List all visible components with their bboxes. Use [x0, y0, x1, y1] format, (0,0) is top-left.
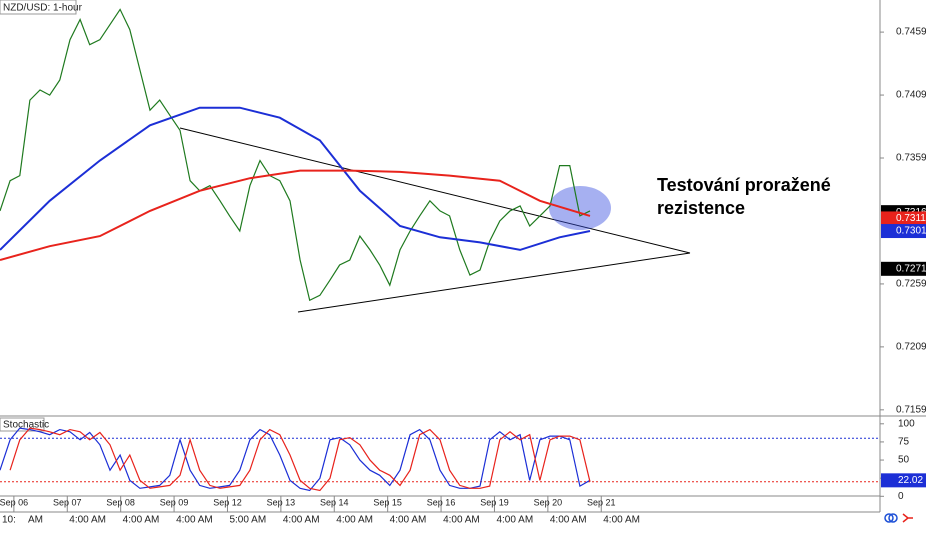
icon[interactable] — [902, 513, 913, 523]
icon[interactable] — [888, 513, 898, 523]
time-label: 4:00 AM — [603, 515, 640, 526]
highlight-circle — [549, 186, 611, 230]
y-tick-label: 0.7259 — [896, 279, 926, 290]
y-tick-label: 0.7209 — [896, 342, 926, 353]
icon[interactable] — [884, 513, 894, 523]
time-label: 4:00 AM — [496, 515, 533, 526]
x-tick-label: Sep 06 — [0, 497, 28, 507]
price-marker-label: 0.7301 — [896, 226, 926, 237]
x-tick-label: Sep 21 — [587, 497, 616, 507]
last-value-label: 22.02 — [898, 475, 923, 486]
x-tick-label: Sep 12 — [213, 497, 242, 507]
x-tick-label: Sep 19 — [480, 497, 509, 507]
time-label: 4:00 AM — [283, 515, 320, 526]
series-line — [0, 106, 591, 251]
time-label: 4:00 AM — [550, 515, 587, 526]
time-label: AM — [28, 515, 43, 526]
x-tick-label: Sep 16 — [427, 497, 456, 507]
x-tick-label: Sep 15 — [373, 497, 402, 507]
x-tick-label: Sep 07 — [53, 497, 82, 507]
series-line — [0, 427, 591, 492]
y-tick-label: 75 — [898, 437, 910, 448]
y-tick-label: 0 — [898, 491, 904, 502]
y-tick-label: 50 — [898, 455, 910, 466]
time-label: 4:00 AM — [123, 515, 160, 526]
price-marker — [881, 211, 926, 226]
time-label: 10: — [2, 515, 16, 526]
time-label: 4:00 AM — [443, 515, 480, 526]
time-label: 4:00 AM — [390, 515, 427, 526]
price-marker — [881, 224, 926, 239]
annotation: rezistence — [657, 198, 745, 218]
x-tick-label: Sep 20 — [534, 497, 563, 507]
series-line — [0, 169, 591, 261]
y-tick-label: 0.7359 — [896, 153, 926, 164]
time-label: 4:00 AM — [69, 515, 106, 526]
x-tick-label: Sep 08 — [106, 497, 135, 507]
series-line — [9, 427, 591, 492]
title-box — [0, 0, 77, 15]
trendline-upper — [179, 127, 691, 254]
price-marker-label: 0.7271 — [896, 263, 926, 274]
y-tick-label: 0.7409 — [896, 90, 926, 101]
trendline-lower — [297, 252, 691, 313]
x-tick-label: Sep 09 — [160, 497, 189, 507]
annotation: Testování proražené — [657, 175, 831, 195]
series-line — [0, 8, 591, 302]
toolbar-icons — [884, 513, 913, 523]
chart-title: NZD/USD: 1-hour — [3, 3, 83, 14]
y-tick-label: 100 — [898, 418, 915, 429]
time-label: 5:00 AM — [229, 515, 266, 526]
x-tick-label: Sep 14 — [320, 497, 349, 507]
y-tick-label: 0.7159 — [896, 404, 926, 415]
time-label: 4:00 AM — [176, 515, 213, 526]
last-value-box — [881, 473, 926, 488]
price-marker — [881, 261, 926, 276]
stoch-title-box — [0, 417, 45, 432]
stoch-title: Stochastic — [3, 420, 49, 431]
x-tick-label: Sep 13 — [267, 497, 296, 507]
price-marker-label: 0.7311 — [896, 213, 926, 224]
time-label: 4:00 AM — [336, 515, 373, 526]
y-tick-label: 0.7459 — [896, 27, 926, 38]
